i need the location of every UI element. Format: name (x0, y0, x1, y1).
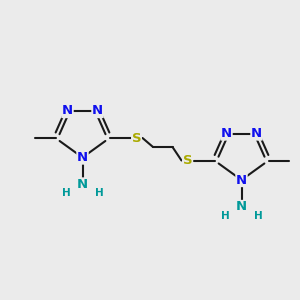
Text: N: N (236, 200, 247, 214)
Text: N: N (236, 173, 247, 187)
Text: H: H (94, 188, 103, 199)
Text: N: N (77, 151, 88, 164)
Text: S: S (132, 131, 141, 145)
Text: H: H (220, 211, 230, 221)
Text: H: H (254, 211, 262, 221)
Text: S: S (183, 154, 192, 167)
Text: N: N (221, 127, 232, 140)
Text: N: N (77, 178, 88, 191)
Text: N: N (251, 127, 262, 140)
Text: N: N (92, 104, 103, 118)
Text: H: H (61, 188, 70, 199)
Text: N: N (62, 104, 73, 118)
